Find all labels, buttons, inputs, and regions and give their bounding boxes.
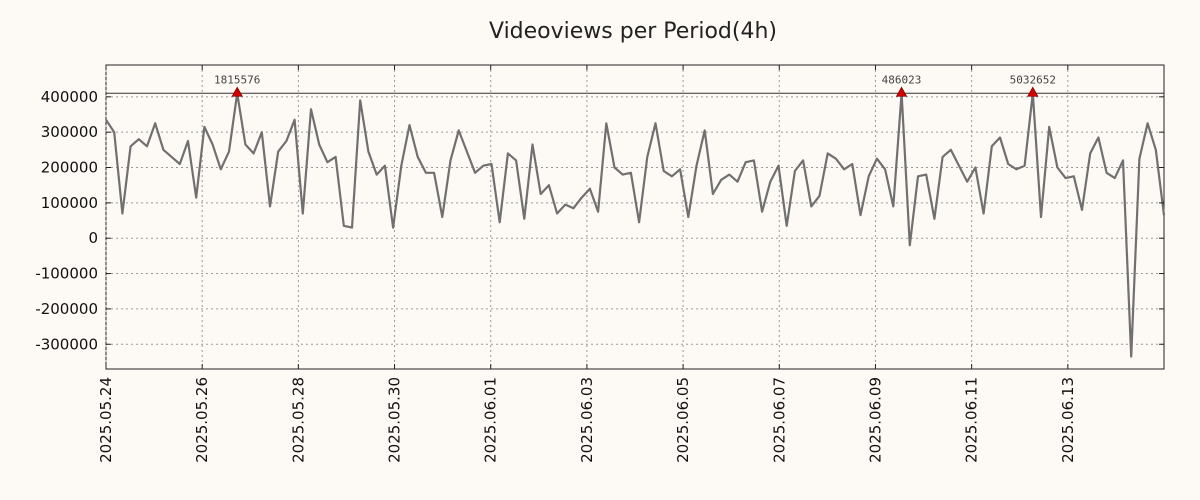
x-tick-label: 2025.06.11 [963, 377, 981, 463]
y-tick-label: -100000 [35, 265, 98, 283]
y-tick-label: 200000 [41, 159, 98, 177]
y-axis: 400000 300000 200000 100000 0 -100000 -200000 -… [35, 88, 1164, 353]
y-tick-label: -300000 [35, 335, 98, 353]
peak-marker [1027, 86, 1039, 97]
peak-label: 486023 [882, 73, 922, 86]
x-tick-label: 2025.06.13 [1059, 377, 1077, 463]
x-axis: 2025.05.24 2025.05.26 2025.05.28 2025.05.30… [97, 65, 1077, 463]
series-layer [105, 92, 1166, 358]
y-tick-label: 100000 [41, 194, 98, 212]
y-tick-label: 300000 [41, 123, 98, 141]
x-tick-label: 2025.05.30 [386, 377, 404, 463]
annotation-layer: 1815576 486023 5032652 [214, 73, 1056, 97]
x-tick-label: 2025.05.24 [97, 377, 115, 463]
y-tick-label: 0 [88, 229, 98, 247]
plot-frame [105, 64, 1165, 370]
grid [105, 65, 1164, 369]
x-tick-label: 2025.06.07 [770, 377, 788, 463]
series-line [105, 92, 1166, 358]
y-tick-label: 400000 [41, 88, 98, 106]
y-tick-label: -200000 [35, 300, 98, 318]
x-tick-label: 2025.06.03 [578, 377, 596, 463]
peak-label: 5032652 [1010, 73, 1056, 86]
chart-title: Videoviews per Period(4h) [489, 19, 777, 44]
x-tick-label: 2025.06.09 [866, 377, 884, 463]
peak-marker [895, 86, 908, 97]
peak-label: 1815576 [214, 73, 260, 86]
x-tick-label: 2025.06.01 [482, 377, 500, 463]
x-tick-label: 2025.06.05 [674, 377, 692, 463]
x-tick-label: 2025.05.28 [289, 377, 307, 463]
x-tick-label: 2025.05.26 [193, 377, 211, 463]
peak-marker [231, 86, 243, 97]
